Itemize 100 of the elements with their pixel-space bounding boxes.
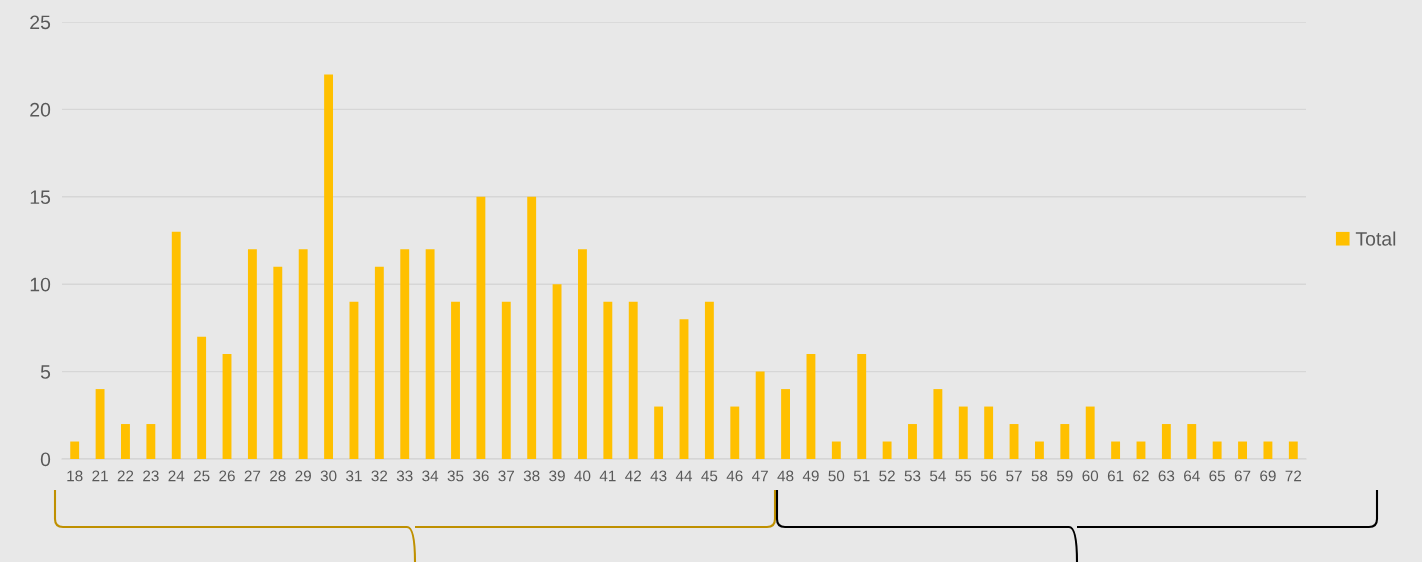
bar (501, 301, 511, 459)
bar (755, 371, 765, 459)
x-tick-label: 42 (625, 470, 641, 482)
bar (451, 301, 460, 459)
x-tick-label: 61 (1107, 470, 1124, 482)
x-tick-label: 25 (193, 470, 210, 482)
legend-label: Total (1355, 231, 1396, 246)
x-tick-label: 60 (1082, 470, 1099, 482)
bar (1085, 406, 1095, 459)
bar (654, 406, 664, 459)
bar (222, 354, 232, 459)
x-tick-label: 36 (472, 470, 489, 482)
bar (704, 301, 714, 459)
bar (425, 249, 435, 459)
bar (121, 424, 130, 459)
x-tick-label: 32 (371, 470, 388, 482)
bar (298, 249, 308, 459)
bar (1288, 441, 1298, 459)
x-tick-label: 65 (1209, 470, 1225, 482)
bar (603, 301, 613, 459)
x-tick-label: 43 (650, 470, 667, 482)
x-tick-label: 49 (802, 470, 819, 482)
bar (984, 406, 994, 459)
y-tick-label: 20 (30, 102, 51, 117)
x-tick-label: 29 (295, 470, 311, 482)
bar (933, 389, 943, 459)
bar (730, 406, 740, 459)
y-tick-label: 25 (30, 15, 51, 30)
x-tick-label: 47 (752, 470, 768, 482)
x-tick-label: 64 (1184, 470, 1200, 482)
bar (400, 249, 410, 459)
bar (95, 389, 105, 459)
x-tick-label: 53 (904, 470, 921, 482)
x-tick-label: 57 (1006, 470, 1022, 482)
x-tick-label: 72 (1285, 470, 1302, 482)
x-tick-label: 55 (955, 470, 972, 482)
x-tick-label: 52 (879, 470, 895, 482)
x-tick-label: 38 (523, 470, 540, 482)
bar (806, 354, 816, 459)
x-tick-label: 58 (1031, 470, 1048, 482)
bar (171, 231, 181, 459)
x-tick-label: 46 (726, 470, 743, 482)
x-tick-label: 50 (828, 470, 845, 482)
y-tick-label: 15 (30, 190, 51, 205)
bar (374, 266, 384, 459)
bar (324, 74, 334, 459)
bar (781, 389, 790, 459)
bar (552, 284, 562, 459)
x-tick-label: 48 (777, 470, 794, 482)
y-tick-label: 5 (40, 365, 51, 379)
x-tick-label: 35 (447, 470, 464, 482)
bar (1161, 424, 1171, 459)
x-tick-label: 26 (219, 470, 235, 482)
x-tick-label: 51 (853, 470, 870, 482)
bar (1238, 441, 1247, 459)
bar (70, 441, 80, 459)
x-tick-label: 44 (675, 470, 693, 482)
x-tick-label: 24 (168, 470, 185, 482)
bar (831, 441, 841, 459)
bar (908, 424, 917, 459)
bar (273, 266, 283, 459)
x-tick-label: 59 (1056, 470, 1073, 482)
bar (857, 354, 867, 459)
y-tick-label: 10 (30, 277, 51, 292)
x-tick-label: 62 (1133, 470, 1149, 482)
bar (197, 336, 207, 459)
x-tick-label: 30 (320, 470, 337, 482)
x-tick-label: 41 (599, 470, 616, 482)
y-tick-label: 0 (40, 452, 51, 467)
bar (1263, 441, 1273, 459)
x-tick-label: 33 (396, 470, 413, 482)
x-tick-label: 31 (346, 470, 362, 482)
x-tick-label: 69 (1260, 470, 1276, 482)
x-tick-label: 40 (574, 470, 591, 482)
x-tick-label: 63 (1158, 470, 1175, 482)
x-tick-label: 34 (422, 470, 439, 482)
bar (882, 441, 892, 459)
x-tick-label: 37 (498, 470, 515, 482)
x-tick-label: 45 (701, 470, 718, 482)
x-tick-label: 18 (67, 470, 83, 482)
bar (247, 249, 257, 459)
bar (1060, 424, 1070, 459)
bar (679, 319, 689, 459)
bar (349, 301, 359, 459)
x-tick-label: 54 (929, 470, 946, 482)
x-tick-label: 39 (549, 470, 565, 482)
bar (527, 196, 537, 459)
bar (476, 196, 486, 459)
bar (578, 249, 587, 459)
bar (958, 406, 968, 459)
x-tick-label: 21 (92, 470, 108, 482)
bar (1187, 424, 1197, 459)
x-tick-label: 67 (1234, 470, 1251, 482)
x-tick-label: 28 (270, 470, 286, 482)
bar (1009, 424, 1019, 459)
bar (1034, 441, 1044, 459)
x-tick-label: 27 (244, 470, 261, 482)
bar (146, 424, 156, 459)
x-tick-label: 22 (117, 470, 134, 482)
x-tick-label: 23 (143, 470, 159, 482)
